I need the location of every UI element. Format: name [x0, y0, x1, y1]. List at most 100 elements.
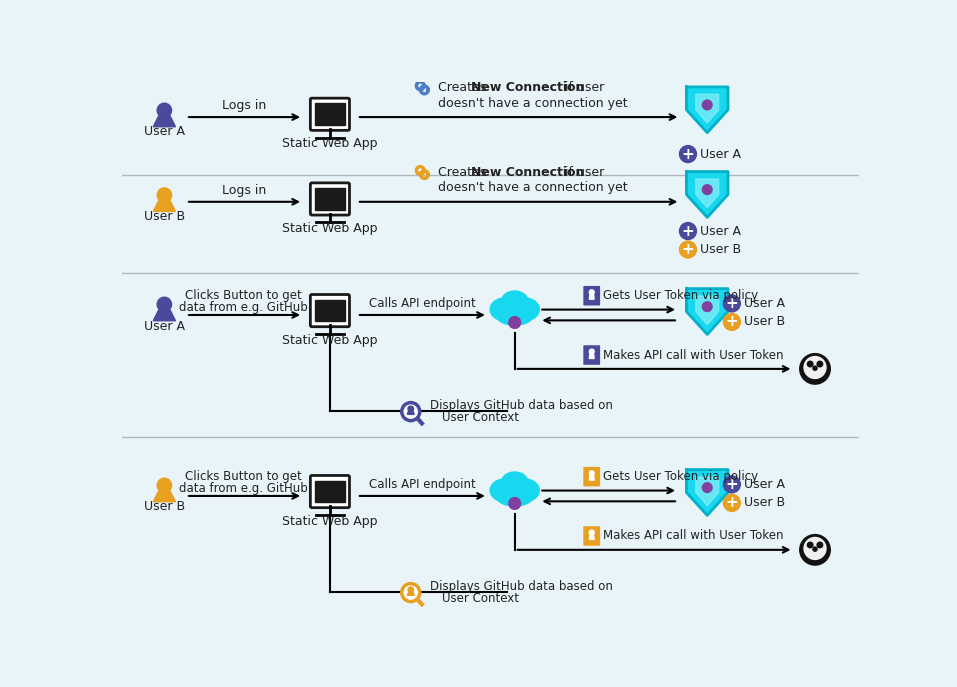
- Text: Calls API endpoint: Calls API endpoint: [369, 478, 476, 491]
- Polygon shape: [808, 551, 823, 555]
- Circle shape: [157, 188, 171, 202]
- Polygon shape: [808, 370, 823, 374]
- Polygon shape: [696, 296, 719, 325]
- Circle shape: [679, 241, 697, 258]
- Text: New Connection: New Connection: [471, 166, 584, 179]
- Text: +: +: [681, 242, 695, 257]
- Polygon shape: [686, 87, 728, 133]
- Text: data from e.g. GitHub: data from e.g. GitHub: [179, 482, 308, 495]
- Circle shape: [509, 317, 521, 328]
- Bar: [315, 300, 345, 322]
- Bar: [315, 103, 345, 125]
- Text: Makes API call with User Token: Makes API call with User Token: [603, 530, 784, 543]
- Circle shape: [157, 478, 171, 493]
- Circle shape: [590, 349, 594, 354]
- FancyBboxPatch shape: [584, 526, 600, 545]
- Polygon shape: [686, 470, 728, 515]
- Polygon shape: [590, 475, 594, 480]
- Polygon shape: [686, 172, 728, 217]
- Text: User A: User A: [745, 478, 785, 491]
- Circle shape: [402, 583, 420, 602]
- Text: +: +: [725, 315, 738, 329]
- Text: Static Web App: Static Web App: [282, 515, 378, 528]
- Ellipse shape: [497, 488, 533, 506]
- Polygon shape: [696, 477, 719, 506]
- Circle shape: [590, 290, 594, 295]
- Polygon shape: [153, 311, 175, 321]
- Circle shape: [679, 146, 697, 163]
- FancyBboxPatch shape: [310, 475, 349, 508]
- Text: User B: User B: [144, 210, 185, 223]
- Circle shape: [702, 100, 712, 110]
- Circle shape: [408, 587, 413, 593]
- FancyBboxPatch shape: [584, 286, 600, 306]
- Text: User A: User A: [701, 225, 742, 238]
- Text: +: +: [725, 495, 738, 510]
- Polygon shape: [590, 293, 594, 300]
- Circle shape: [509, 497, 521, 509]
- Text: +: +: [725, 296, 738, 311]
- Circle shape: [702, 185, 712, 194]
- FancyBboxPatch shape: [584, 346, 600, 365]
- Circle shape: [808, 542, 812, 548]
- Text: data from e.g. GitHub: data from e.g. GitHub: [179, 301, 308, 314]
- Polygon shape: [686, 289, 728, 335]
- Text: Static Web App: Static Web App: [282, 137, 378, 150]
- Circle shape: [812, 366, 817, 370]
- Text: Logs in: Logs in: [222, 99, 267, 112]
- Text: +: +: [681, 146, 695, 161]
- Circle shape: [702, 302, 712, 311]
- Text: if user: if user: [561, 81, 604, 94]
- Text: Static Web App: Static Web App: [282, 222, 378, 235]
- Text: Makes API call with User Token: Makes API call with User Token: [603, 348, 784, 361]
- Text: if user: if user: [561, 166, 604, 179]
- Text: Clicks Button to get: Clicks Button to get: [186, 470, 302, 483]
- Ellipse shape: [501, 472, 528, 492]
- Polygon shape: [153, 116, 175, 127]
- Circle shape: [723, 495, 741, 511]
- FancyBboxPatch shape: [310, 295, 349, 327]
- Circle shape: [804, 357, 826, 379]
- Polygon shape: [696, 94, 719, 123]
- Text: User A: User A: [745, 297, 785, 310]
- Text: User Context: User Context: [441, 411, 519, 424]
- Circle shape: [408, 406, 413, 412]
- Bar: [315, 480, 345, 502]
- Polygon shape: [408, 592, 414, 596]
- Text: Gets User Token via policy: Gets User Token via policy: [603, 470, 758, 483]
- Text: Logs in: Logs in: [222, 183, 267, 196]
- Text: New Connection: New Connection: [471, 81, 584, 94]
- Circle shape: [812, 547, 817, 551]
- Text: Displays GitHub data based on: Displays GitHub data based on: [430, 580, 612, 592]
- Text: User B: User B: [745, 497, 786, 509]
- Circle shape: [817, 542, 823, 548]
- FancyBboxPatch shape: [584, 467, 600, 486]
- Circle shape: [808, 361, 812, 367]
- Text: doesn't have a connection yet: doesn't have a connection yet: [437, 181, 628, 194]
- Text: Static Web App: Static Web App: [282, 334, 378, 346]
- Text: User B: User B: [745, 315, 786, 328]
- Text: Displays GitHub data based on: Displays GitHub data based on: [430, 398, 612, 412]
- Text: +: +: [681, 223, 695, 238]
- Ellipse shape: [501, 291, 528, 311]
- Bar: [315, 188, 345, 210]
- Text: Gets User Token via policy: Gets User Token via policy: [603, 289, 758, 302]
- Text: Creates: Creates: [437, 166, 490, 179]
- Text: Calls API endpoint: Calls API endpoint: [369, 297, 476, 310]
- Circle shape: [402, 403, 420, 420]
- Ellipse shape: [490, 479, 520, 502]
- Text: User A: User A: [701, 148, 742, 161]
- Text: User A: User A: [144, 319, 185, 333]
- Ellipse shape: [490, 298, 520, 321]
- Circle shape: [679, 223, 697, 240]
- Circle shape: [817, 361, 823, 367]
- Circle shape: [723, 295, 741, 312]
- Polygon shape: [408, 411, 414, 414]
- Text: +: +: [725, 477, 738, 492]
- Circle shape: [723, 313, 741, 330]
- Text: User Context: User Context: [441, 592, 519, 605]
- Circle shape: [329, 306, 339, 315]
- Polygon shape: [153, 491, 175, 502]
- FancyBboxPatch shape: [310, 98, 349, 131]
- Circle shape: [800, 534, 831, 565]
